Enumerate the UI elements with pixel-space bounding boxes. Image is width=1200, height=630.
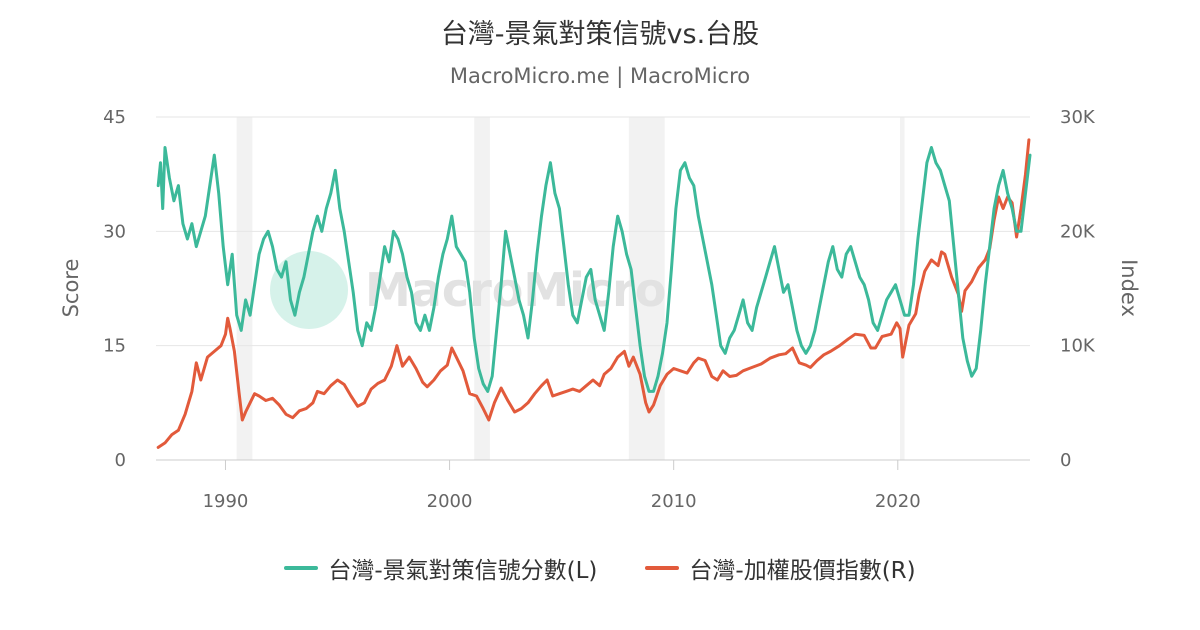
right-axis-ticks: 0 10K 20K 30K [1060, 107, 1096, 471]
left-axis-title: Score [59, 259, 83, 318]
recession-band-1 [236, 117, 253, 460]
right-axis-title: Index [1117, 259, 1141, 317]
right-tick-label: 0 [1060, 450, 1071, 471]
x-tick-label: 2000 [427, 491, 473, 512]
chart-title: 台灣-景氣對策信號vs.台股 [440, 19, 760, 50]
legend-label-index: 台灣-加權股價指數(R) [689, 558, 916, 584]
series-line-monitoring-score [156, 146, 1032, 393]
chart-subtitle: MacroMicro.me | MacroMicro [449, 64, 751, 88]
left-axis-ticks: 0 15 30 45 [103, 107, 126, 471]
legend: 台灣-景氣對策信號分數(L) 台灣-加權股價指數(R) [0, 551, 1200, 585]
legend-label-score: 台灣-景氣對策信號分數(L) [328, 558, 598, 584]
x-tick-label: 1990 [203, 491, 249, 512]
right-tick-label: 30K [1060, 107, 1096, 128]
left-tick-label: 0 [115, 450, 126, 471]
watermark-logo-icon [270, 251, 348, 329]
left-tick-label: 15 [103, 336, 126, 357]
series-lines [156, 138, 1032, 449]
recession-band-4 [900, 117, 905, 460]
series-line-taiex-index [156, 138, 1031, 449]
legend-swatch-index [645, 566, 680, 570]
gridlines [156, 116, 1030, 347]
x-axis-ticks: 1990 2000 2010 2020 [203, 460, 921, 512]
recession-band-2 [474, 117, 490, 460]
right-tick-label: 10K [1060, 336, 1096, 357]
left-tick-label: 45 [103, 107, 126, 128]
left-tick-label: 30 [103, 221, 126, 242]
x-tick-label: 2010 [651, 491, 697, 512]
right-tick-label: 20K [1060, 221, 1096, 242]
legend-item-score[interactable]: 台灣-景氣對策信號分數(L) [284, 551, 597, 585]
legend-swatch-score [284, 566, 319, 570]
x-tick-label: 2020 [875, 491, 921, 512]
legend-item-index[interactable]: 台灣-加權股價指數(R) [645, 551, 916, 585]
